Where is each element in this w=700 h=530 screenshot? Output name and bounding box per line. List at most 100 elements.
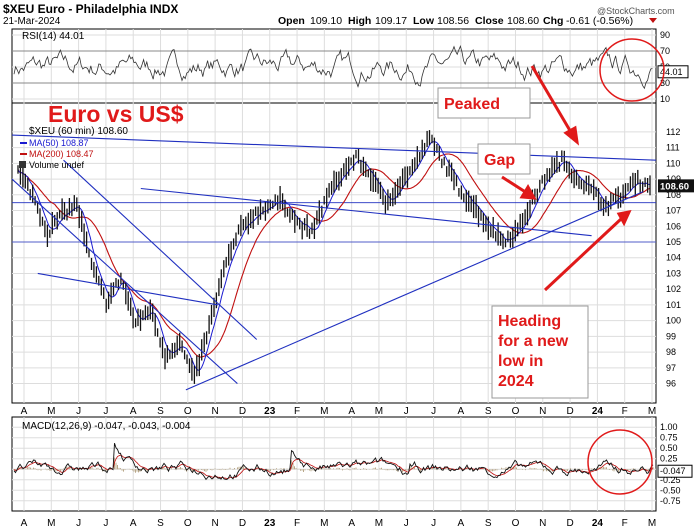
macd-ytick-label: 0.25 [660, 454, 678, 464]
macd-ytick-label: 1.00 [660, 422, 678, 432]
macd-ytick-label: 0.50 [660, 443, 678, 453]
channel-line-2 [63, 159, 258, 340]
trend-line-upper [11, 134, 657, 161]
macd-xtick-label: A [130, 518, 137, 529]
price-xtick-label: F [622, 406, 628, 417]
price-xtick-label: J [76, 406, 81, 417]
peaked-box [437, 87, 531, 119]
macd-xtick-label: D [239, 518, 246, 529]
ma200-legend: MA(200) 108.47 [29, 149, 94, 159]
macd-xtick-label: S [157, 518, 164, 529]
macd-xtick-label: M [320, 518, 328, 529]
price-ytick-label: 104 [666, 253, 681, 263]
price-ytick-label: 102 [666, 284, 681, 294]
price-ytick-label: 98 [666, 347, 676, 357]
price-xtick-label: O [184, 406, 192, 417]
heading-line-4: 2024 [498, 373, 534, 390]
price-ytick-label: 109 [666, 174, 681, 184]
macd-signal-line [13, 454, 654, 479]
heading-arrowhead [616, 209, 632, 227]
peaked-label: Peaked [444, 96, 500, 113]
close-value: 108.60 [507, 15, 539, 27]
price-ytick-label: 105 [666, 237, 681, 247]
macd-xtick-label: A [458, 518, 465, 529]
heading-arrow [543, 217, 623, 292]
high-value: 109.17 [375, 15, 407, 27]
close-label: Close [475, 15, 504, 27]
macd-highlight-circle [587, 429, 653, 495]
down-arrow-icon [649, 18, 657, 23]
gap-box [477, 143, 531, 175]
price-xtick-label: M [320, 406, 328, 417]
rsi-ytick-label: 10 [660, 94, 670, 104]
price-ytick-label: 96 [666, 379, 676, 389]
annotation-arrows [501, 65, 632, 292]
macd-xtick-label: A [21, 518, 28, 529]
price-xtick-label: J [103, 406, 108, 417]
rsi-title: RSI(14) 44.01 [22, 31, 85, 42]
axis-labels: A A M M J J J J A A S S O O N N D D 23 23 F F M M A A M M J J J J A A S S O O… [21, 30, 694, 529]
price-ytick-label: 107 [666, 206, 681, 216]
channel-line-4 [140, 187, 592, 237]
macd-xtick-label: N [212, 518, 219, 529]
heading-box [491, 305, 589, 399]
trend-line-lower [185, 191, 644, 391]
price-xtick-label: S [157, 406, 164, 417]
rsi-ytick-label: 90 [660, 30, 670, 40]
gap-arrow [501, 175, 528, 195]
low-value: 108.56 [437, 15, 469, 27]
price-xtick-label: F [294, 406, 300, 417]
heading-label: Heading for a new low in 2024 [498, 313, 573, 390]
price-xtick-label: A [458, 406, 465, 417]
chg-value: -0.61 (-0.56%) [566, 15, 633, 27]
volume-legend: Volume undef [29, 160, 85, 170]
macd-ytick-label: -0.75 [660, 496, 681, 506]
macd-ytick-label: 0.75 [660, 433, 678, 443]
macd-xtick-label: S [485, 518, 492, 529]
macd-xtick-label: J [103, 518, 108, 529]
price-title: $XEU (60 min) 108.60 [29, 126, 128, 137]
price-xtick-label: A [130, 406, 137, 417]
macd-xtick-label: N [539, 518, 546, 529]
volume-legend-swatch [19, 161, 26, 168]
annotation-title: Euro vs US$ [48, 101, 184, 127]
macd-xtick-label: F [294, 518, 300, 529]
ohlc-readout: Open 109.10 High 109.17 Low 108.56 Close… [278, 15, 633, 27]
price-ytick-label: 108 [666, 190, 681, 200]
heading-line-2: for a new [498, 333, 569, 350]
chg-label: Chg [543, 15, 563, 27]
macd-xtick-label: 23 [264, 518, 276, 529]
macd-ytick-label: -0.50 [660, 485, 681, 495]
rsi-ytick-label: 30 [660, 78, 670, 88]
macd-xtick-label: A [348, 518, 355, 529]
macd-xtick-label: D [566, 518, 573, 529]
low-label: Low [413, 15, 435, 27]
channel-line-3 [37, 272, 219, 306]
open-value: 109.10 [310, 15, 342, 27]
ma50-legend: MA(50) 108.87 [29, 138, 89, 148]
macd-xtick-label: O [184, 518, 192, 529]
macd-panel [13, 442, 654, 481]
price-xtick-label: J [431, 406, 436, 417]
macd-ytick-label: -0.25 [660, 475, 681, 485]
heading-line-3: low in [498, 353, 543, 370]
price-xtick-label: N [212, 406, 219, 417]
macd-line [13, 442, 654, 481]
gap-label: Gap [484, 152, 515, 169]
rsi-last-value: 44.01 [660, 67, 683, 77]
peaked-arrow [530, 65, 574, 135]
macd-last-value-box [657, 464, 693, 478]
price-xtick-label: M [375, 406, 383, 417]
rsi-ytick-label: 70 [660, 46, 670, 56]
price-xtick-label: S [485, 406, 492, 417]
chart-date: 21-Mar-2024 [3, 16, 61, 27]
rsi-last-value-box [657, 65, 689, 79]
price-xtick-label: N [539, 406, 546, 417]
macd-xtick-label: M [375, 518, 383, 529]
price-xtick-label: J [404, 406, 409, 417]
price-xtick-label: D [239, 406, 246, 417]
rsi-line [13, 44, 653, 90]
price-xtick-label: A [348, 406, 355, 417]
macd-xtick-label: M [648, 518, 656, 529]
channel-line-1 [11, 178, 238, 384]
